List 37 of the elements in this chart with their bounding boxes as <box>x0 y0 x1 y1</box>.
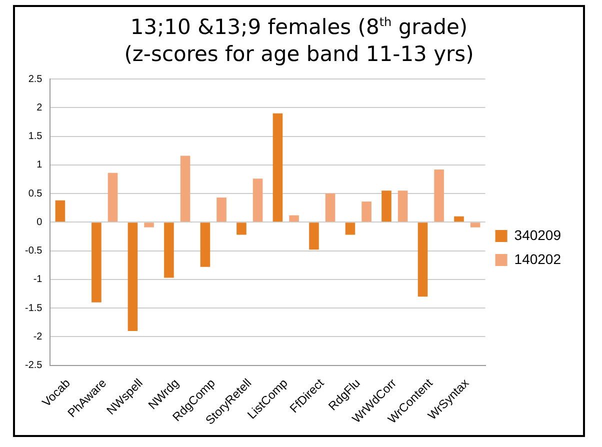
bar <box>272 113 283 222</box>
y-tick-label: 2 <box>36 102 43 114</box>
y-tick-label: 2.5 <box>28 74 43 85</box>
chart-title: 13;10 &13;9 females (8$^{th}$ grade) (z-scores for age band 11-13 yrs) <box>123 14 475 68</box>
y-tick-label: 0 <box>36 216 43 228</box>
bar <box>470 222 480 228</box>
y-tick-label: -2.5 <box>24 360 43 372</box>
bar <box>108 172 118 222</box>
bar <box>418 222 428 297</box>
bar <box>216 198 226 222</box>
bar <box>92 222 102 302</box>
bar <box>382 190 392 222</box>
y-tick-label: 1.5 <box>28 131 43 142</box>
bar <box>55 200 66 222</box>
y-tick-label: -1 <box>33 274 43 286</box>
y-tick-label: -2 <box>33 331 43 342</box>
bar <box>398 190 408 222</box>
bar <box>345 222 356 235</box>
bar <box>164 222 174 278</box>
y-tick-label: -0.5 <box>24 246 43 257</box>
bar <box>362 202 372 222</box>
bar <box>200 222 210 267</box>
bar <box>252 178 263 222</box>
y-tick-label: -1.5 <box>24 302 43 314</box>
bar <box>289 215 299 222</box>
legend-label: 140202 <box>514 250 562 267</box>
y-tick-label: 1 <box>36 160 43 171</box>
bar <box>144 222 154 228</box>
bar <box>180 156 190 222</box>
y-tick-label: 0.5 <box>28 188 43 200</box>
legend-label: 340209 <box>514 226 562 243</box>
bar <box>236 222 246 235</box>
bar <box>434 169 444 222</box>
bar <box>454 216 464 222</box>
bar <box>325 194 336 222</box>
bar <box>128 222 138 331</box>
bar <box>309 222 319 250</box>
